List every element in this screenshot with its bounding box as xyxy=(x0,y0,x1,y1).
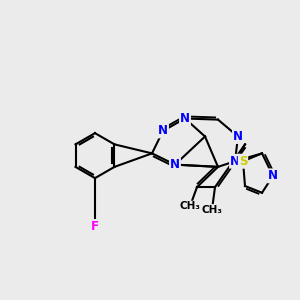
Text: N: N xyxy=(180,112,190,125)
Text: CH₃: CH₃ xyxy=(202,205,223,214)
Text: CH₃: CH₃ xyxy=(179,201,200,211)
Text: F: F xyxy=(91,220,99,233)
Text: N: N xyxy=(268,169,278,182)
Text: N: N xyxy=(230,155,240,168)
Text: N: N xyxy=(233,130,243,143)
Text: N: N xyxy=(158,124,168,137)
Text: S: S xyxy=(239,155,247,168)
Text: F: F xyxy=(91,220,99,233)
Text: N: N xyxy=(170,158,180,171)
